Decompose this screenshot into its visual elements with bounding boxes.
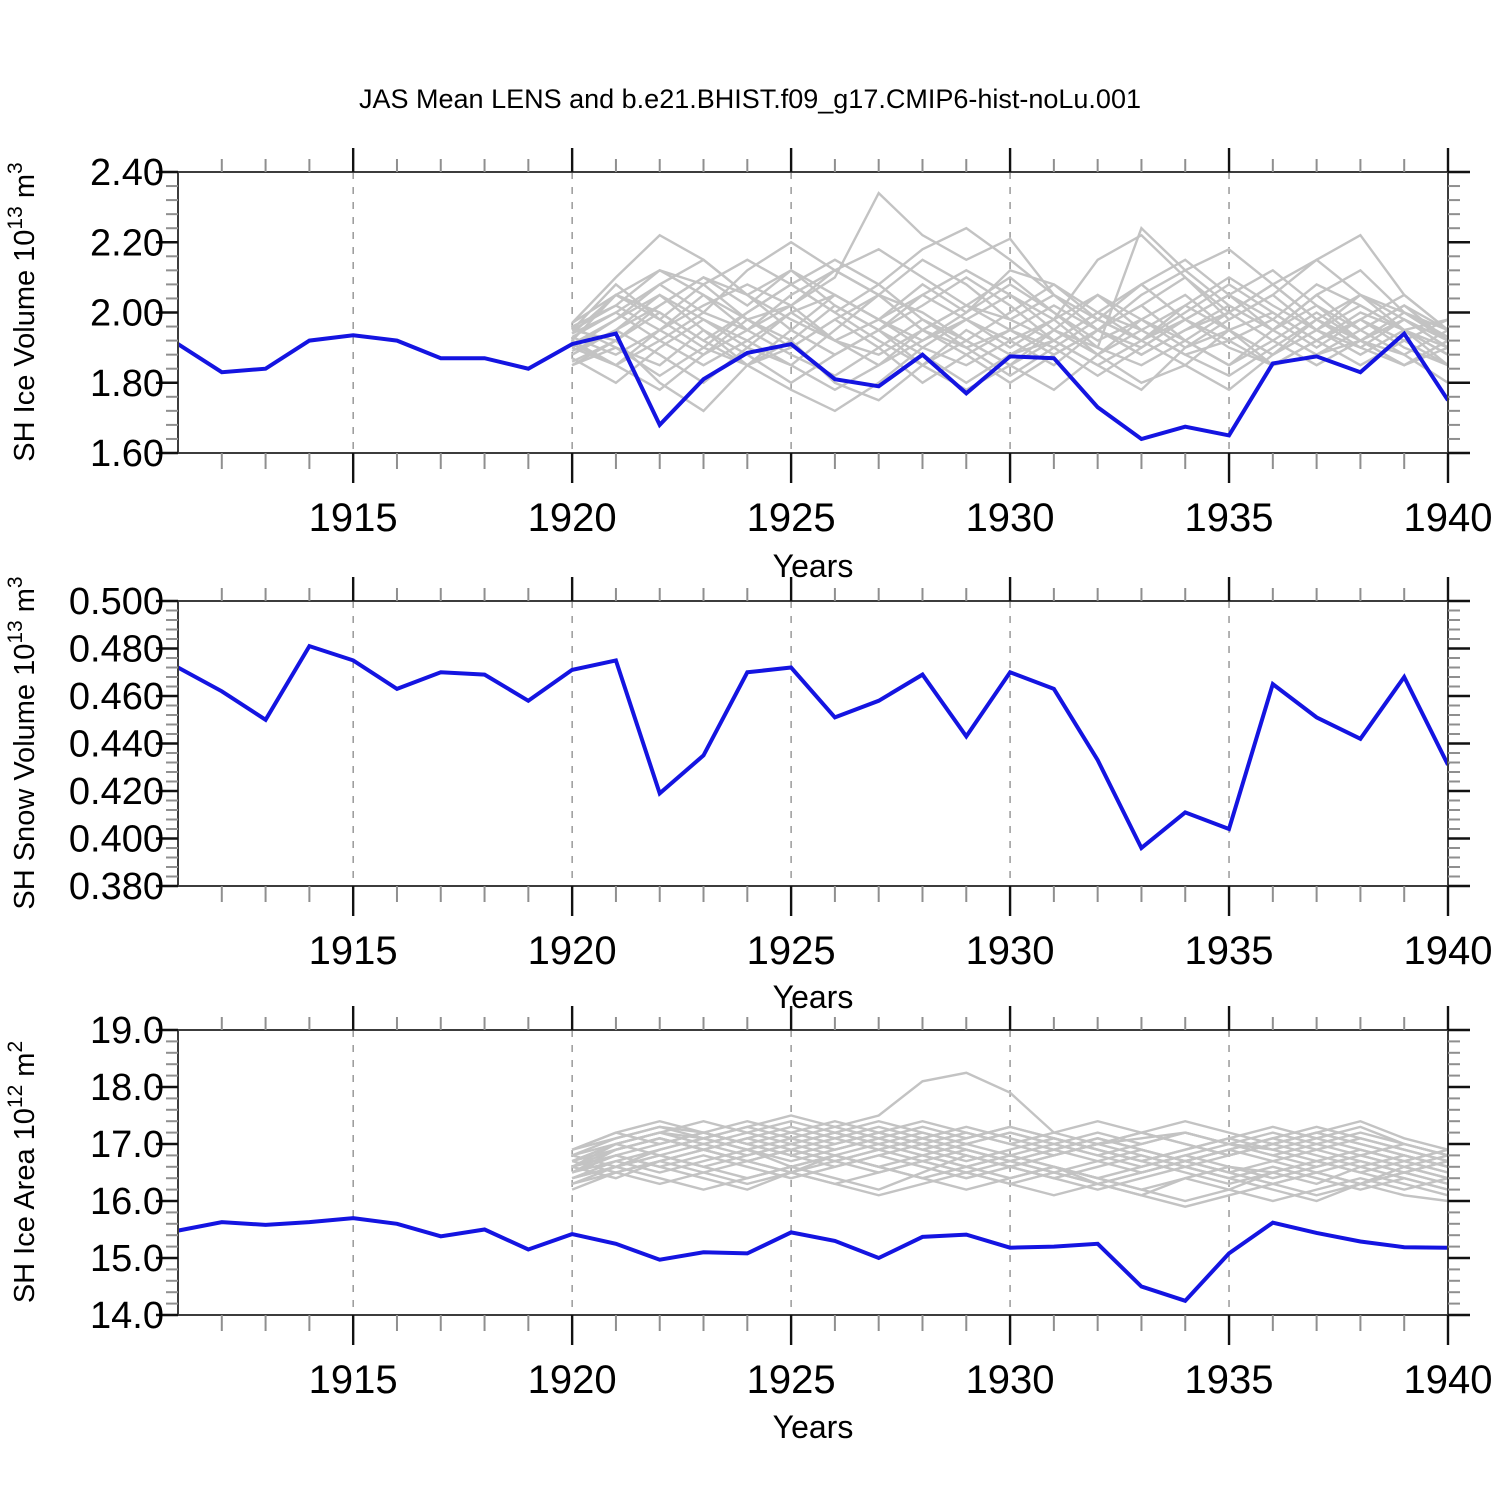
ensemble-line	[571, 1119, 1449, 1163]
y-tick-label: 1.80	[90, 363, 164, 405]
ensemble-line	[571, 283, 1449, 378]
x-tick-label: 1935	[1185, 929, 1274, 973]
y-tick-label: 17.0	[90, 1124, 164, 1166]
x-tick-label: 1925	[747, 1358, 836, 1402]
y-tick-label: 0.500	[69, 581, 164, 623]
ensemble-line	[571, 268, 1449, 385]
y-tick-label: 14.0	[90, 1295, 164, 1337]
ensemble-line	[571, 1137, 1449, 1174]
ensemble-line	[571, 1119, 1449, 1168]
x-tick-label: 1930	[966, 1358, 1055, 1402]
ensemble-line	[571, 1125, 1449, 1163]
ensemble-line	[571, 191, 1449, 342]
ensemble-line	[571, 1131, 1449, 1169]
y-tick-label: 0.380	[69, 866, 164, 908]
ensemble-line	[571, 1125, 1449, 1174]
y-tick-label: 0.420	[69, 771, 164, 813]
panel-sh-ice-volume: 2.40 2.20 2.00 1.80 1.60 1915 1920 1925 1930 1935…	[90, 148, 1492, 540]
model-line	[176, 330, 1450, 442]
y-axis-title-snow-volume: SH Snow Volume 1013 m3	[4, 576, 41, 909]
x-tick-label: 1915	[309, 1358, 398, 1402]
panel-sh-snow-volume: 0.500 0.480 0.460 0.440 0.420 0.400 0.380 1915 1…	[69, 577, 1493, 973]
chart-title: JAS Mean LENS and b.e21.BHIST.f09_g17.CM…	[359, 84, 1141, 114]
ensemble-line	[571, 258, 1449, 367]
y-axis-title-ice-area: SH Ice Area 1012 m2	[4, 1041, 41, 1303]
x-tick-label: 1930	[966, 929, 1055, 973]
x-tick-label: 1920	[528, 1358, 617, 1402]
ensemble-line	[571, 233, 1449, 367]
ensemble-line	[571, 1137, 1449, 1186]
y-tick-label: 19.0	[90, 1010, 164, 1052]
x-tick-label: 1915	[309, 496, 398, 540]
x-tick-label: 1920	[528, 496, 617, 540]
plot-box	[177, 1029, 1449, 1316]
ensemble-line	[571, 1154, 1449, 1191]
y-axis-title-ice-volume: SH Ice Volume 1013 m3	[4, 162, 41, 461]
panel-sh-ice-area: 19.0 18.0 17.0 16.0 15.0 14.0 1915 1920 1925 1930…	[90, 1006, 1492, 1402]
y-tick-label: 16.0	[90, 1181, 164, 1223]
x-tick-label: 1925	[747, 496, 836, 540]
x-axis-title-panel2: Years	[773, 979, 854, 1015]
model-line	[177, 643, 1450, 852]
x-axis-title-panel1: Years	[773, 548, 854, 584]
x-tick-label: 1920	[528, 929, 617, 973]
x-tick-label: 1915	[309, 929, 398, 973]
model-line	[177, 1216, 1449, 1304]
y-tick-label: 0.440	[69, 724, 164, 766]
ensemble-line	[571, 268, 1449, 343]
ensemble-line	[571, 1159, 1449, 1197]
y-tick-label: 18.0	[90, 1067, 164, 1109]
x-tick-label: 1925	[747, 929, 836, 973]
ensemble-line	[571, 1154, 1449, 1203]
y-tick-label: 0.460	[69, 676, 164, 718]
y-tick-label: 2.00	[90, 293, 164, 335]
y-tick-label: 15.0	[90, 1238, 164, 1280]
x-tick-label: 1940	[1404, 496, 1493, 540]
ensemble-line	[571, 258, 1449, 357]
x-tick-label: 1940	[1404, 929, 1493, 973]
y-tick-label: 2.20	[90, 222, 164, 264]
y-tick-label: 1.60	[90, 433, 164, 475]
x-tick-label: 1935	[1185, 496, 1274, 540]
x-tick-label: 1930	[966, 496, 1055, 540]
y-tick-label: 2.40	[90, 152, 164, 194]
x-axis-title-panel3: Years	[773, 1409, 854, 1445]
ensemble-line	[571, 226, 1449, 349]
y-tick-label: 0.400	[69, 819, 164, 861]
y-tick-label: 0.480	[69, 629, 164, 671]
x-tick-label: 1935	[1185, 1358, 1274, 1402]
ensemble-line	[571, 282, 1449, 378]
plot-box	[177, 600, 1449, 887]
x-tick-label: 1940	[1404, 1358, 1493, 1402]
